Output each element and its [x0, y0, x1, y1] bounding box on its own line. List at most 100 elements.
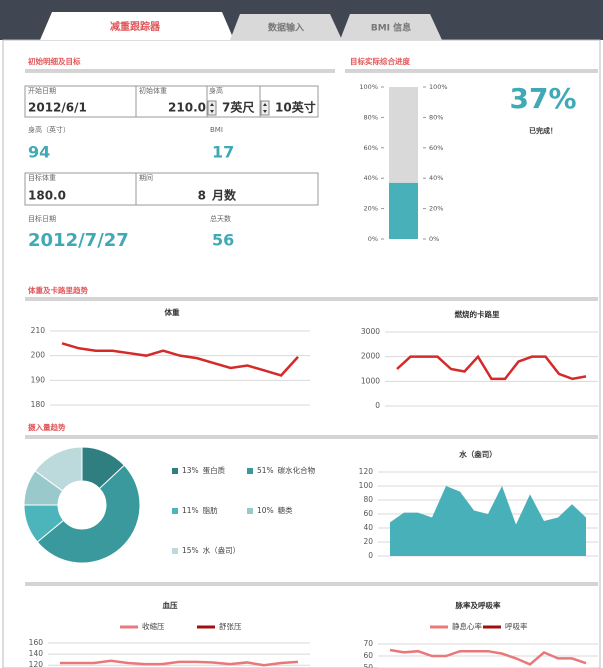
legend-label: 呼吸率 [505, 621, 528, 631]
y2-tick-label: 0% [429, 235, 439, 243]
chart-title: 脉率及呼吸率 [455, 600, 501, 610]
legend-swatch [247, 468, 253, 474]
y-tick-label: 40% [364, 174, 378, 182]
line [61, 342, 299, 377]
field-value: 17 [212, 143, 234, 162]
separators [25, 69, 598, 586]
field-value[interactable]: 8 [198, 189, 206, 203]
line [389, 648, 587, 666]
field-label: 期间 [139, 174, 153, 182]
legend-value: 11% [182, 506, 199, 515]
field-value: 56 [212, 231, 234, 250]
y-tick-label: 100% [359, 83, 378, 91]
progress-value: 37% [509, 82, 576, 115]
chart-title: 体重 [165, 307, 180, 317]
section-title: 目标实际综合进度 [350, 56, 410, 66]
line [60, 659, 299, 667]
y-tick-label: 160 [29, 638, 44, 647]
field-label: 初始体重 [139, 86, 167, 95]
y-tick-label: 50 [363, 663, 373, 668]
y-tick-label: 20 [363, 537, 373, 546]
y-tick-label: 0 [375, 401, 380, 410]
y-tick-label: 0% [368, 235, 378, 243]
detail-boxes [24, 85, 319, 206]
bar-segment [389, 182, 418, 239]
field-value[interactable]: 2012/6/1 [28, 101, 87, 115]
y-tick-label: 120 [359, 467, 374, 476]
legend-swatch [172, 548, 178, 554]
tab-label[interactable]: BMI 信息 [371, 22, 411, 34]
field-label: 总天数 [210, 214, 231, 223]
donut-slice [34, 446, 83, 492]
legend-value: 13% [182, 466, 199, 475]
y-tick-label: 60% [364, 144, 378, 152]
field-value[interactable]: 210.0 [168, 101, 206, 115]
legend-label: 蛋白质 [203, 465, 226, 475]
field-label: 目标体重 [28, 173, 56, 182]
legend-label: 脂肪 [203, 505, 218, 515]
y-tick-label: 100 [359, 481, 374, 490]
y2-tick-label: 40% [429, 174, 443, 182]
donut-slice [36, 464, 141, 564]
legend-value: 10% [257, 506, 274, 515]
y-tick-label: 40 [363, 523, 373, 532]
legend-value: 15% [182, 546, 199, 555]
y-tick-label: 60 [363, 509, 373, 518]
legend-label: 糖类 [278, 505, 293, 515]
legend-label: 碳水化合物 [278, 465, 316, 475]
y-tick-label: 70 [363, 639, 373, 648]
legend-label: 水（盎司） [203, 545, 241, 555]
field-label: 开始日期 [28, 86, 56, 95]
field-label: 身高 [209, 86, 223, 95]
field-value[interactable]: 7英尺 [222, 100, 254, 115]
y-tick-label: 2000 [361, 352, 380, 361]
field-label: 身高（英寸） [28, 125, 70, 134]
legend-swatch [172, 468, 178, 474]
legend-label: 舒张压 [219, 621, 242, 631]
section-title: 摄入量趋势 [28, 422, 66, 432]
legend-swatch [172, 508, 178, 514]
y-tick-label: 120 [29, 660, 44, 668]
y2-tick-label: 100% [429, 83, 448, 91]
tab[interactable] [40, 12, 234, 40]
field-label: BMI [210, 126, 223, 134]
y-tick-label: 3000 [361, 327, 380, 336]
legend-swatch [247, 508, 253, 514]
y-tick-label: 200 [31, 351, 46, 360]
y-tick-label: 190 [31, 375, 46, 384]
area [390, 486, 586, 556]
bar-segment [389, 87, 418, 183]
sheet [2, 39, 601, 668]
chart-title: 水（盎司） [459, 449, 497, 459]
y2-tick-label: 20% [429, 205, 443, 213]
y-tick-label: 180 [31, 400, 46, 409]
y-tick-label: 210 [31, 326, 46, 335]
field-value: 94 [28, 143, 50, 162]
section-title: 体重及卡路里趋势 [28, 285, 88, 295]
y2-tick-label: 60% [429, 144, 443, 152]
chart-title: 血压 [163, 600, 178, 610]
legend-label: 静息心率 [452, 621, 482, 631]
field-value[interactable]: 10英寸 [275, 100, 316, 115]
tab[interactable] [230, 14, 342, 40]
spinners[interactable] [207, 100, 270, 116]
y-tick-label: 140 [29, 649, 44, 658]
y2-tick-label: 80% [429, 113, 443, 121]
y-tick-label: 60 [363, 651, 373, 660]
section-title: 初始明细及目标 [28, 56, 81, 66]
y-tick-label: 1000 [361, 376, 380, 385]
legend-label: 收缩压 [142, 621, 165, 631]
y-tick-label: 20% [364, 205, 378, 213]
progress-status: 已完成！ [529, 126, 557, 135]
tab-label[interactable]: 数据输入 [268, 22, 304, 34]
chart-title: 燃烧的卡路里 [455, 309, 500, 319]
field-value: 2012/7/27 [28, 230, 129, 251]
legend-value: 51% [257, 466, 274, 475]
tab[interactable] [340, 14, 442, 40]
field-value[interactable]: 180.0 [28, 189, 66, 203]
line [396, 354, 587, 381]
y-tick-label: 0 [368, 551, 373, 560]
tab-label[interactable]: 减重跟踪器 [110, 20, 161, 33]
